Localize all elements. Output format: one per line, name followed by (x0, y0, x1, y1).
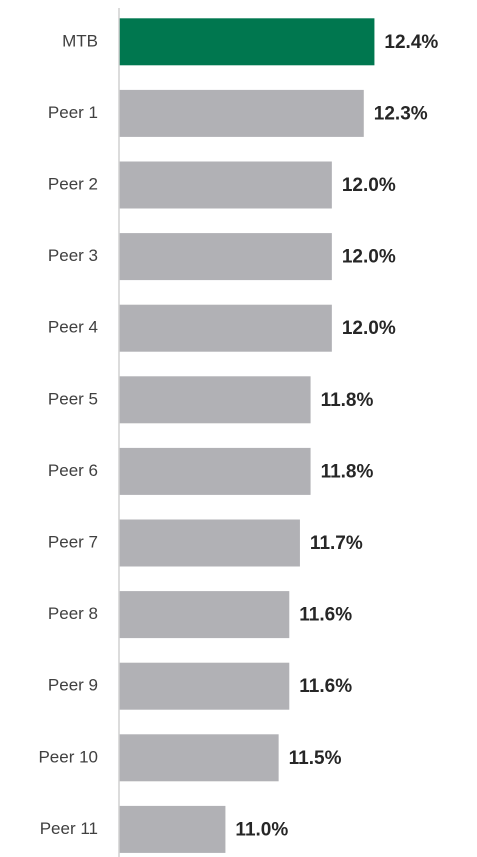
bar (119, 519, 300, 567)
value-label: 12.3% (374, 103, 428, 124)
category-label: Peer 6 (48, 461, 98, 480)
category-label: Peer 9 (48, 676, 98, 695)
category-label: Peer 5 (48, 389, 98, 408)
bar (119, 89, 364, 137)
category-label: Peer 10 (38, 747, 98, 766)
value-label: 12.0% (342, 318, 396, 339)
bar (119, 233, 332, 281)
value-label: 11.8% (321, 390, 374, 411)
category-label: Peer 2 (48, 174, 98, 193)
value-label: 11.5% (289, 748, 342, 769)
bar (119, 662, 290, 710)
category-label: MTB (62, 31, 98, 50)
bar (119, 447, 311, 495)
value-label: 12.0% (342, 175, 396, 196)
category-label: Peer 3 (48, 246, 98, 265)
bar (119, 805, 226, 853)
value-label: 11.8% (321, 461, 374, 482)
value-label: 11.7% (310, 533, 363, 554)
bar (119, 591, 290, 639)
category-label: Peer 7 (48, 532, 98, 551)
category-label: Peer 4 (48, 318, 98, 337)
category-label: Peer 1 (48, 103, 98, 122)
category-label: Peer 11 (40, 819, 98, 838)
bar (119, 161, 332, 209)
bar (119, 18, 375, 66)
value-label: 12.4% (384, 32, 438, 53)
value-label: 11.6% (299, 676, 352, 697)
value-label: 11.0% (235, 819, 288, 840)
category-label: Peer 8 (48, 604, 98, 623)
value-label: 11.6% (299, 605, 352, 626)
bar (119, 304, 332, 352)
bar (119, 376, 311, 424)
value-label: 12.0% (342, 247, 396, 268)
bar (119, 734, 279, 782)
